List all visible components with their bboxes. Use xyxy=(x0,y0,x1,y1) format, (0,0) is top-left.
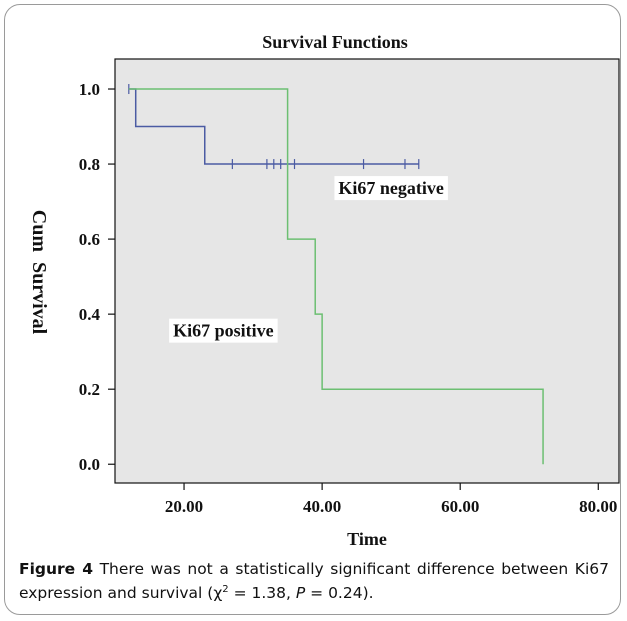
x-tick-label: 20.00 xyxy=(165,497,203,516)
series-line-ki67-positive xyxy=(128,88,544,465)
annotation-box xyxy=(169,318,278,343)
y-tick-label: 0.8 xyxy=(79,155,100,174)
x-axis-label: Time xyxy=(347,529,387,549)
figure-caption: Figure 4 There was not a statistically s… xyxy=(19,557,609,605)
caption-text-before: There was not a statistically significan… xyxy=(19,560,610,602)
series-layer xyxy=(128,84,544,465)
x-tick-label: 40.00 xyxy=(303,497,341,516)
y-tick-label: 1.0 xyxy=(79,80,100,99)
x-tick-label: 80.00 xyxy=(579,497,617,516)
annotation-layer: Ki67 negative Ki67 positive xyxy=(169,176,448,343)
caption-text-mid: = 1.38, xyxy=(228,584,296,602)
caption-p-symbol: P xyxy=(295,584,306,602)
annotation-box xyxy=(334,176,448,201)
plot-area xyxy=(114,58,620,484)
x-tick-label: 60.00 xyxy=(441,497,479,516)
label-ki67-positive: Ki67 positive xyxy=(173,321,274,341)
y-axis-label: Cum Survival xyxy=(28,210,50,335)
y-tick-label: 0.4 xyxy=(79,305,101,324)
y-tick-label: 0.6 xyxy=(79,230,100,249)
x-axis: 20.00 40.00 60.00 80.00 xyxy=(165,483,617,516)
caption-text-after: = 0.24). xyxy=(305,584,374,602)
caption-sup: 2 xyxy=(222,583,229,595)
survival-chart: Survival Functions 0.0 0.2 0.4 0.6 0.8 1.0 20… xyxy=(28,32,620,549)
y-tick-label: 0.0 xyxy=(79,455,100,474)
label-ki67-negative: Ki67 negative xyxy=(338,178,444,198)
y-tick-label: 0.2 xyxy=(79,380,100,399)
chart-title: Survival Functions xyxy=(262,32,408,52)
y-axis: 0.0 0.2 0.4 0.6 0.8 1.0 xyxy=(79,80,115,474)
caption-label: Figure 4 xyxy=(19,560,94,578)
